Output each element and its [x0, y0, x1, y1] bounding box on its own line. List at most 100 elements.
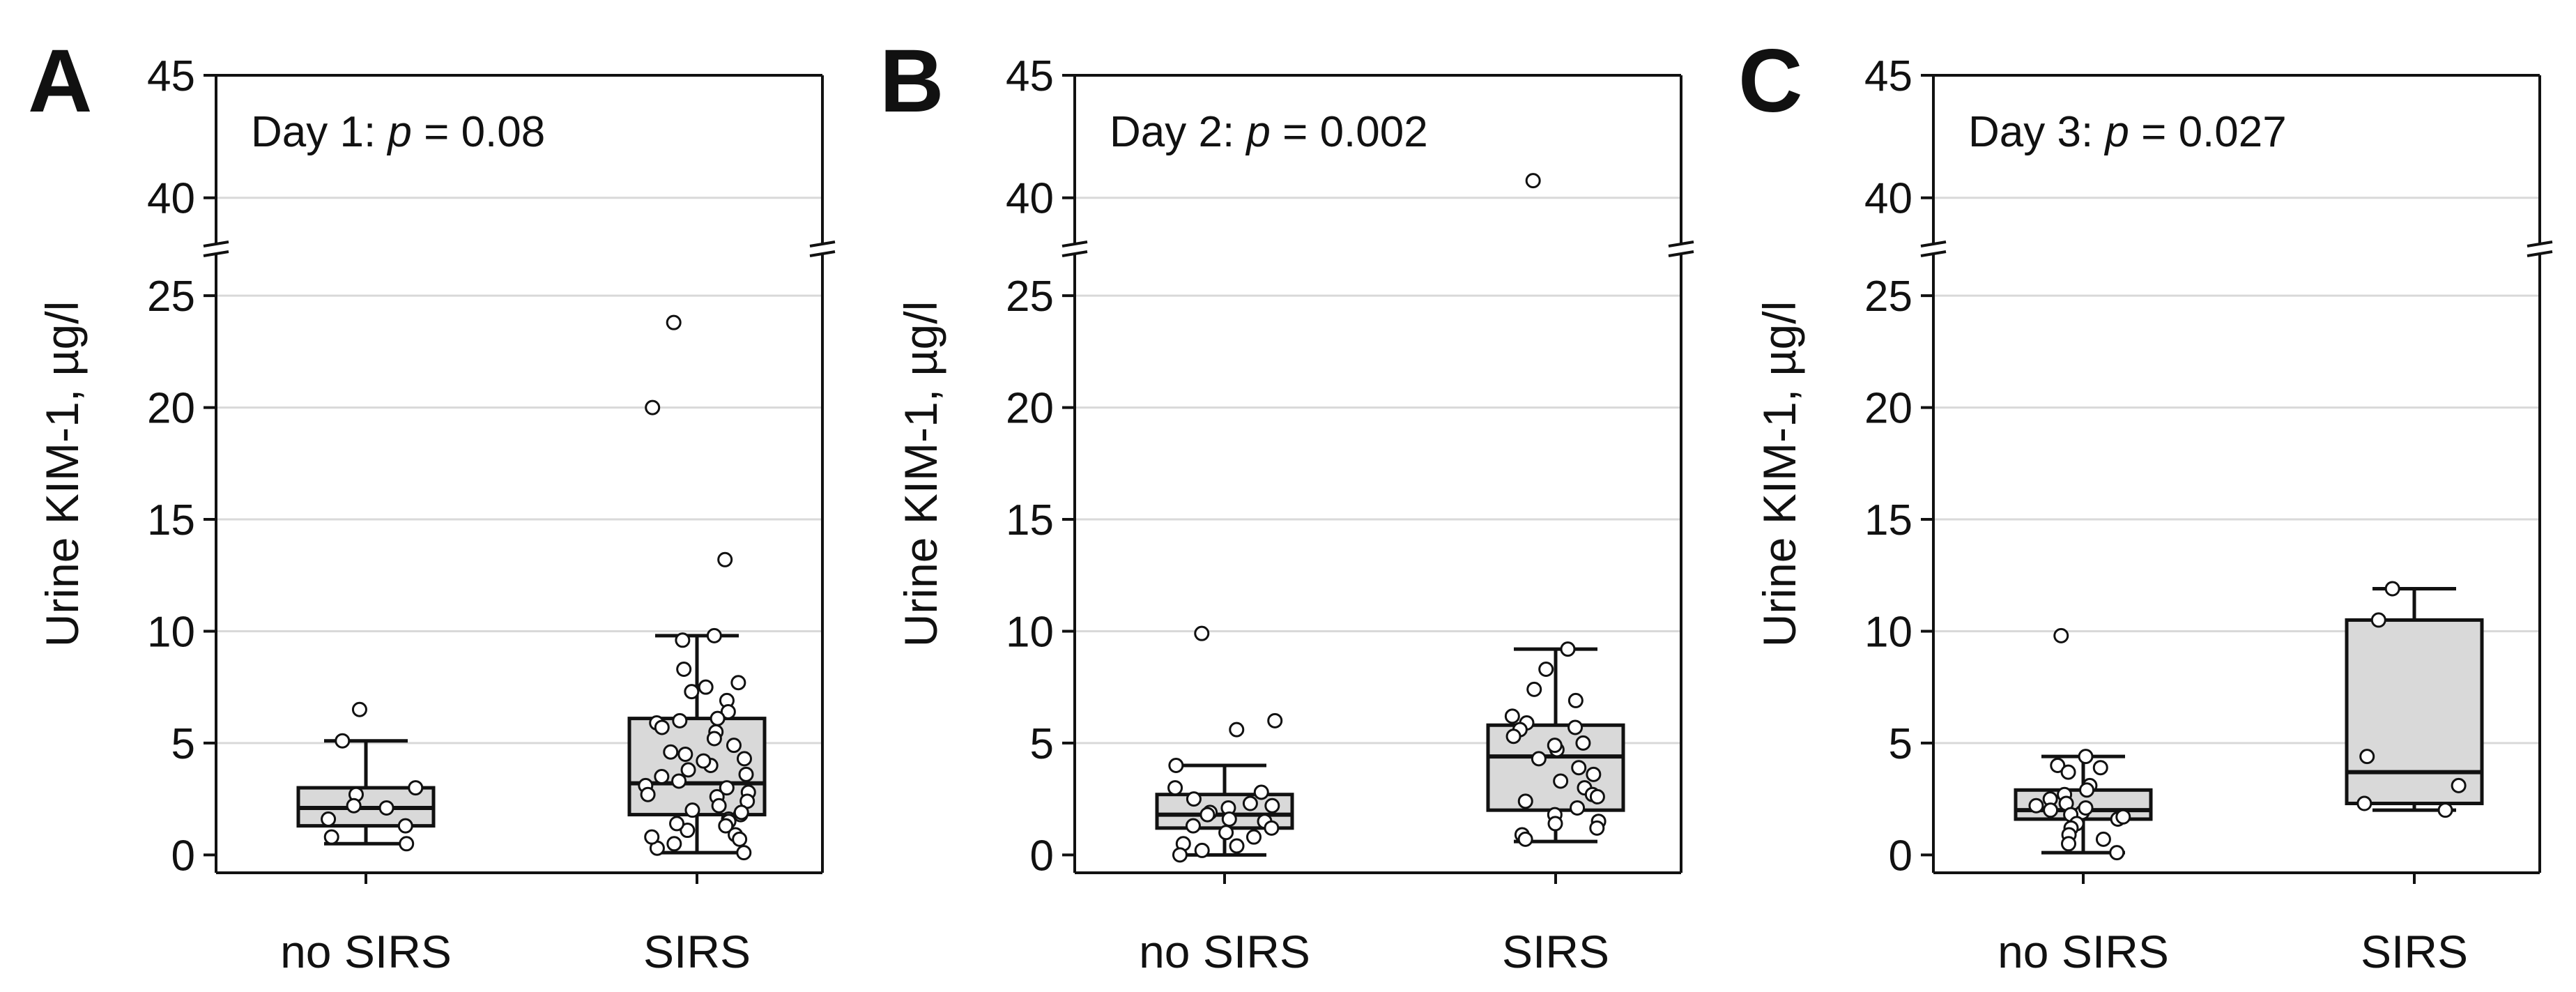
- data-point: [2079, 782, 2095, 798]
- x-tick-label: SIRS: [2361, 926, 2468, 977]
- data-point: [1267, 712, 1283, 728]
- data-point: [2060, 764, 2076, 780]
- data-point: [1194, 842, 1210, 858]
- data-point: [1575, 735, 1591, 751]
- data-point: [2359, 749, 2375, 765]
- data-point: [346, 798, 362, 814]
- data-point: [698, 679, 714, 695]
- data-point: [1560, 641, 1576, 657]
- data-point: [321, 811, 337, 827]
- data-point: [2043, 802, 2059, 818]
- data-point: [736, 751, 752, 767]
- axis-break-marks: [1061, 241, 1694, 257]
- axis-frame: [215, 74, 824, 874]
- data-point: [1168, 757, 1184, 773]
- y-tick-label: 15: [1006, 496, 1054, 544]
- data-point: [378, 800, 394, 816]
- data-point: [1525, 173, 1541, 189]
- panel-annotation: Day 2: p = 0.002: [1110, 108, 1428, 156]
- x-tick-label: no SIRS: [1139, 926, 1310, 977]
- data-point: [733, 804, 749, 821]
- box-no-sirs: [296, 701, 436, 852]
- data-point: [1531, 751, 1547, 767]
- data-point: [2115, 809, 2131, 825]
- y-tick-label: 15: [147, 496, 195, 544]
- panel-letter: B: [880, 31, 944, 131]
- y-tick-label: 10: [1006, 608, 1054, 656]
- data-point: [1264, 798, 1280, 814]
- panel-letter: A: [28, 31, 92, 131]
- box-sirs: [2345, 581, 2484, 818]
- data-point: [2078, 800, 2094, 816]
- data-point: [2053, 627, 2069, 643]
- data-point: [2451, 777, 2467, 793]
- y-tick-label: 20: [147, 385, 195, 433]
- data-point: [684, 684, 700, 700]
- data-point: [399, 836, 415, 852]
- data-point: [706, 627, 722, 643]
- data-point: [2109, 845, 2125, 861]
- data-point: [335, 733, 351, 749]
- data-point: [1264, 820, 1280, 836]
- data-point: [1567, 692, 1584, 708]
- data-point: [666, 836, 682, 852]
- data-point: [710, 710, 726, 726]
- data-point: [2092, 760, 2108, 776]
- data-point: [1553, 773, 1569, 789]
- data-point: [644, 829, 660, 845]
- data-point: [1505, 728, 1521, 745]
- data-point: [1586, 766, 1602, 782]
- panel-letter: C: [1738, 31, 1802, 131]
- axis-break-marks: [1920, 241, 2553, 257]
- box-no-sirs: [1155, 625, 1294, 863]
- data-point: [1218, 825, 1234, 841]
- y-tick-label: 45: [1864, 52, 1912, 100]
- data-point: [736, 845, 752, 861]
- data-point: [1504, 708, 1520, 724]
- data-point: [718, 818, 734, 834]
- panel-annotation: Day 3: p = 0.027: [1968, 108, 2287, 156]
- panel-b: 0 5 10 15 20 25 40 45 Urine KIM-1, µg/l B Day 2: p…: [880, 31, 1694, 977]
- panel-annotation: Day 1: p = 0.08: [251, 108, 545, 156]
- data-point: [2384, 581, 2400, 597]
- data-point: [680, 762, 696, 778]
- data-point: [1589, 820, 1605, 836]
- data-point: [2050, 757, 2066, 773]
- y-tick-label: 5: [1030, 720, 1054, 768]
- data-point: [2078, 749, 2094, 765]
- data-point: [1526, 681, 1542, 697]
- y-tick-label: 5: [1889, 720, 1912, 768]
- data-point: [1567, 719, 1584, 735]
- data-point: [1229, 722, 1245, 738]
- y-tick-label: 20: [1864, 385, 1912, 433]
- data-point: [732, 831, 748, 847]
- y-tick-label: 40: [1006, 175, 1054, 223]
- data-point: [1186, 791, 1202, 807]
- data-point: [408, 780, 424, 796]
- data-point: [1547, 738, 1563, 754]
- y-tick-label: 10: [147, 608, 195, 656]
- y-axis-label: Urine KIM-1, µg/l: [36, 301, 88, 647]
- y-tick-label: 45: [1006, 52, 1054, 100]
- y-tick-label: 5: [171, 720, 195, 768]
- data-point: [1172, 847, 1188, 863]
- data-point: [397, 818, 413, 834]
- y-tick-label: 40: [147, 175, 195, 223]
- data-point: [677, 746, 693, 762]
- data-point: [1571, 760, 1587, 776]
- data-point: [696, 753, 712, 769]
- data-point: [1167, 780, 1183, 796]
- data-point: [2061, 836, 2077, 852]
- panel-a: 0 5 10 15 20 25 40 45 Urine KIM-1, µg/l A Day 1: p…: [28, 31, 836, 977]
- data-point: [2437, 802, 2453, 818]
- axis-frame: [1932, 74, 2541, 874]
- y-axis-label: Urine KIM-1, µg/l: [895, 301, 946, 647]
- y-tick-label: 0: [171, 832, 195, 880]
- data-point: [669, 816, 685, 832]
- x-tick-label: SIRS: [1502, 926, 1609, 977]
- y-tick-label: 45: [147, 52, 195, 100]
- data-point: [1253, 784, 1269, 800]
- x-tick-label: no SIRS: [1998, 926, 2169, 977]
- iqr-box: [2345, 618, 2484, 806]
